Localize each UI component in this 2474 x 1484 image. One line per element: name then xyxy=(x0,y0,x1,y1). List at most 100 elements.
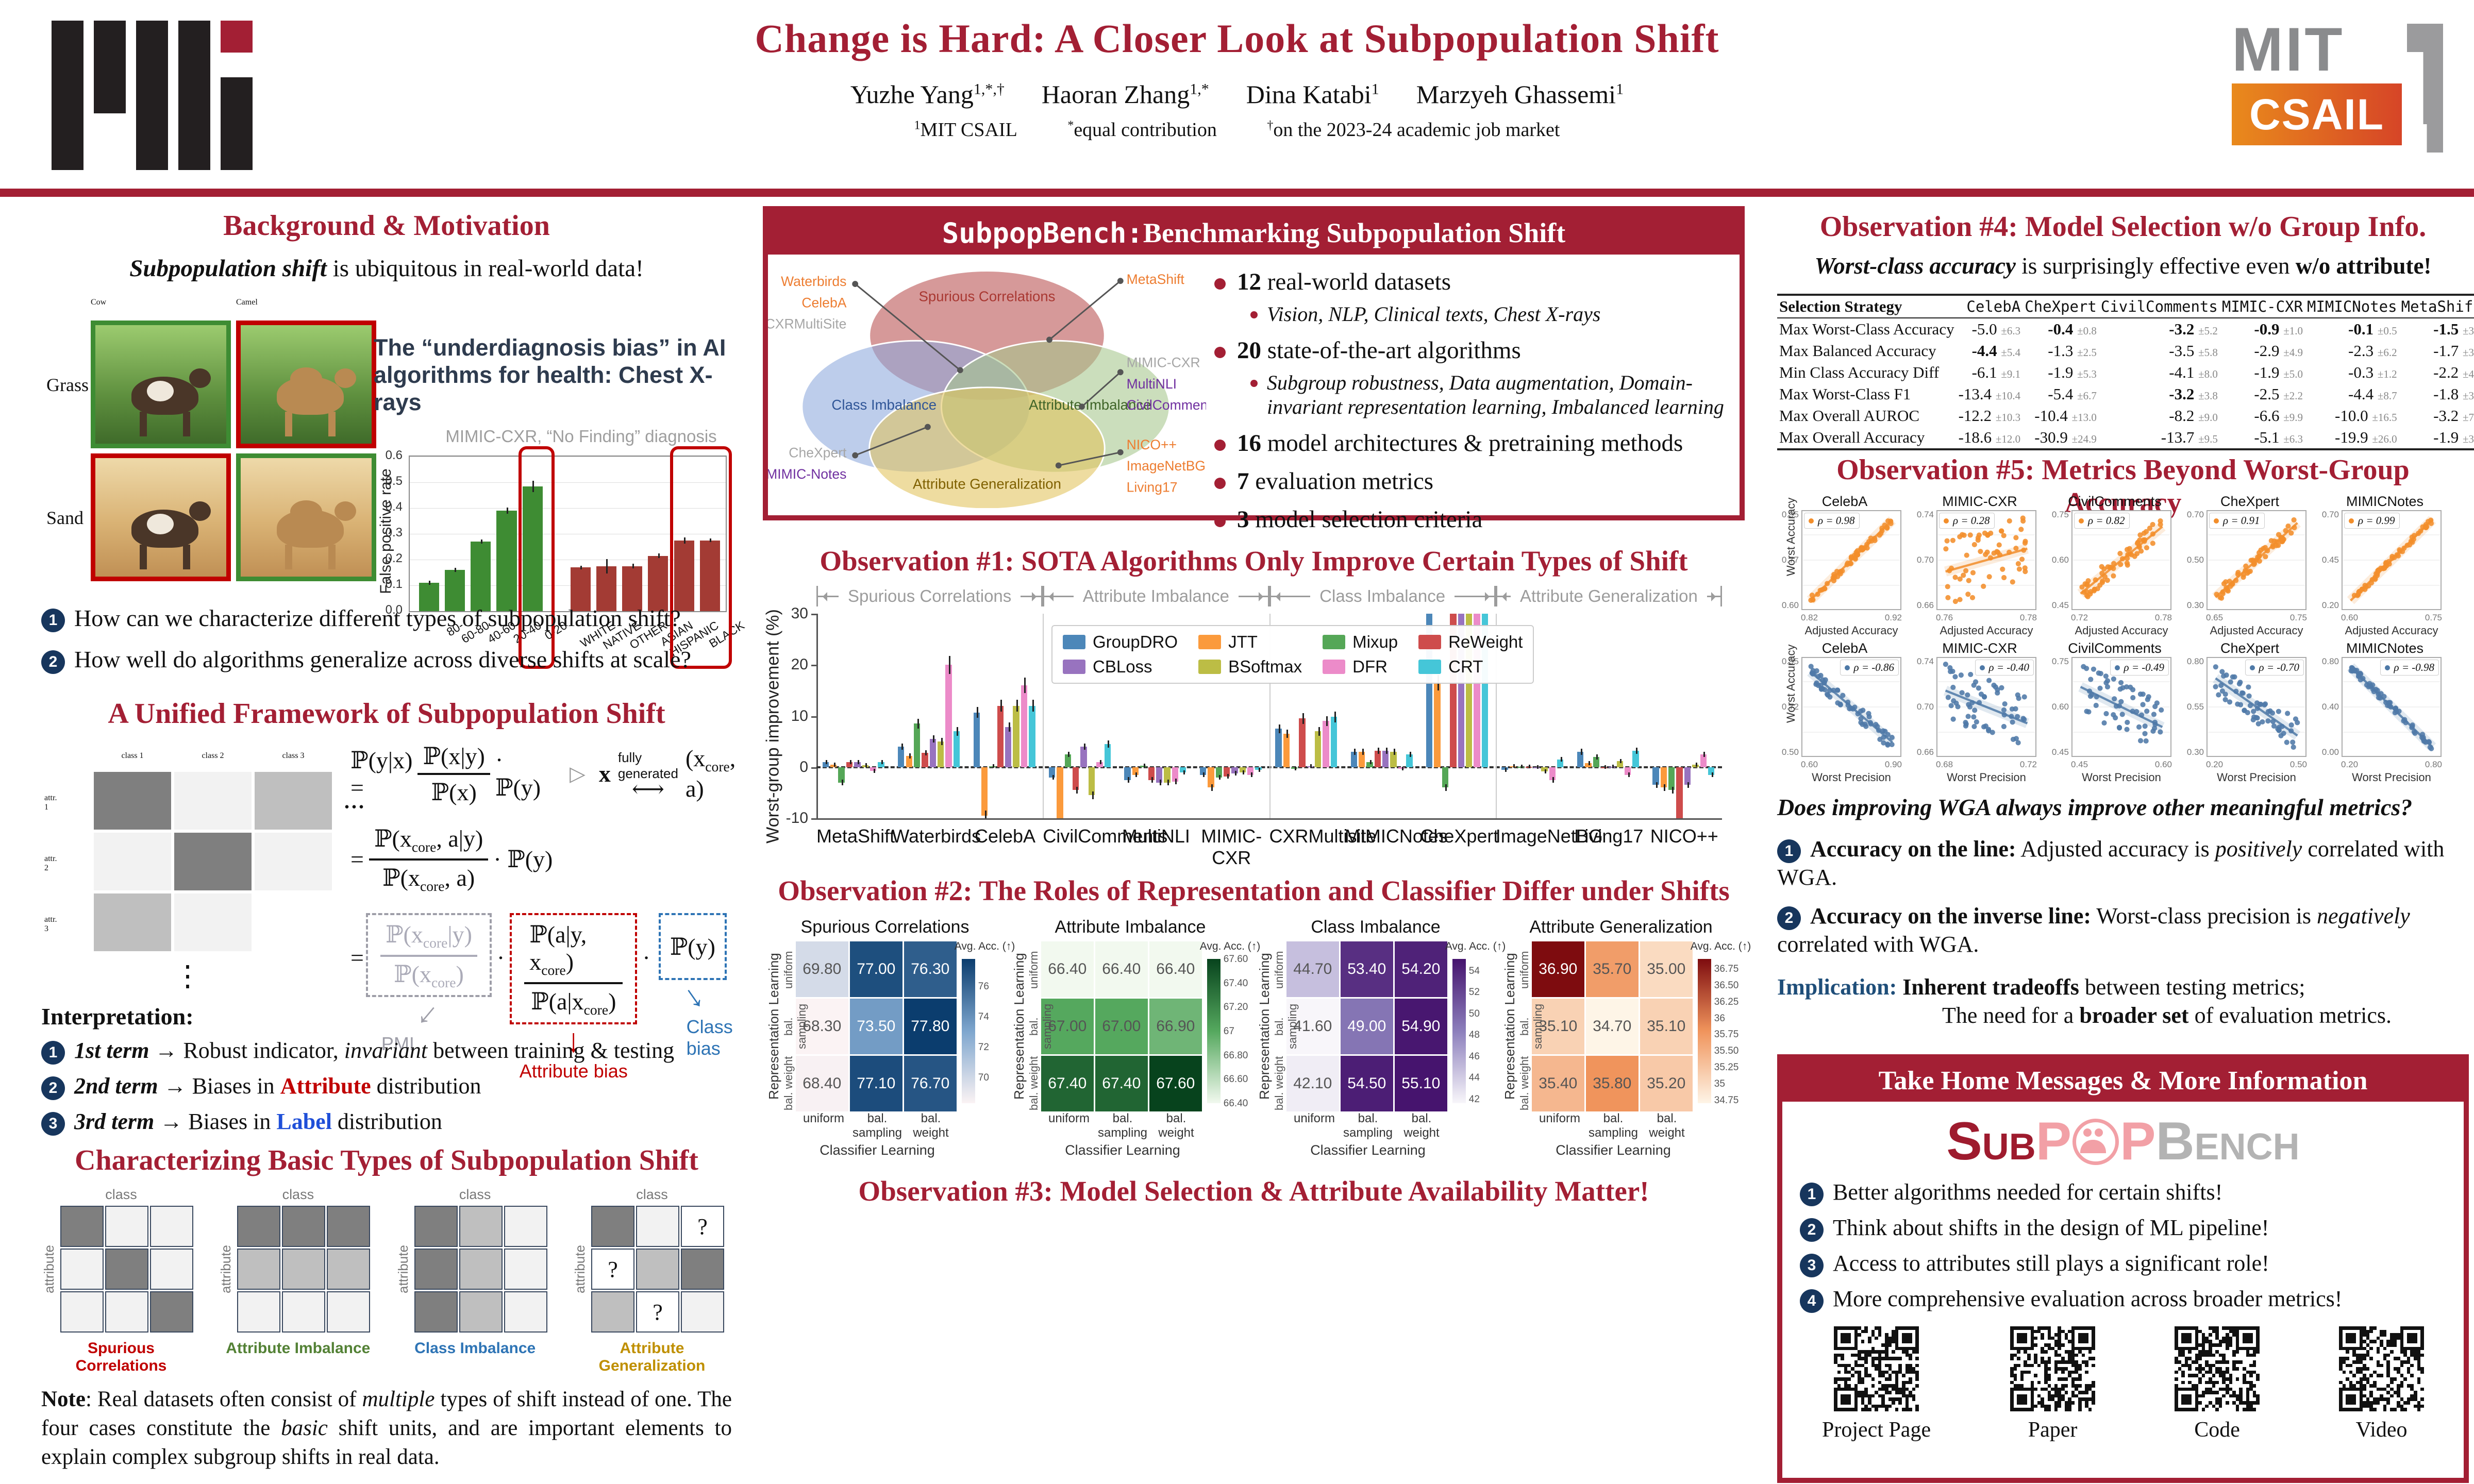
qr-module xyxy=(2020,1380,2024,1385)
qr-module xyxy=(2027,1333,2031,1337)
qr-module xyxy=(1834,1370,1837,1374)
scatter-el xyxy=(1862,721,1868,727)
qr-module xyxy=(2359,1377,2363,1381)
qr-module xyxy=(2222,1404,2226,1408)
qr-module xyxy=(2047,1391,2051,1394)
qr-module xyxy=(1884,1346,1888,1351)
qr-module xyxy=(1892,1343,1895,1347)
qr-module xyxy=(1861,1384,1865,1388)
obs1-bar xyxy=(1700,754,1707,767)
qr-module xyxy=(2192,1363,2195,1368)
qr-module xyxy=(1864,1408,1868,1411)
qr-module xyxy=(2342,1343,2346,1347)
qr-module xyxy=(1912,1333,1916,1337)
table-value: -13.4 ±10.4 xyxy=(1958,385,2021,403)
errbar xyxy=(1588,761,1590,765)
scatter-el xyxy=(2240,690,2246,696)
heatmap-y-tick: bal. sampling xyxy=(1027,1003,1054,1050)
qr-module xyxy=(2249,1333,2253,1337)
qr-module xyxy=(2064,1343,2068,1347)
qr-module xyxy=(1854,1346,1858,1351)
qr-module xyxy=(2020,1401,2024,1405)
qr-module xyxy=(1905,1401,1909,1405)
obs1-x-label: MetaShift xyxy=(816,825,895,847)
scatter-el xyxy=(2150,541,2155,546)
qr-module xyxy=(2068,1346,2071,1351)
qr-module xyxy=(2020,1370,2024,1374)
venn-label: CheXpert xyxy=(789,445,847,461)
qr-module xyxy=(2081,1391,2085,1394)
qr-module xyxy=(2071,1377,2075,1381)
highlight-box xyxy=(670,446,732,669)
qr-module xyxy=(2372,1367,2377,1371)
heatmap-x-tick: bal. weight xyxy=(1649,1111,1685,1140)
qr-module xyxy=(1844,1408,1848,1411)
qr-module xyxy=(2175,1350,2178,1354)
qr-module xyxy=(2256,1374,2260,1377)
qr-module xyxy=(2205,1370,2209,1374)
qr-module xyxy=(2406,1333,2411,1337)
qr-module xyxy=(2400,1397,2404,1402)
qr-module xyxy=(2201,1360,2205,1364)
qr-module xyxy=(1861,1329,1865,1334)
qr-module xyxy=(2386,1326,2390,1330)
qr-module xyxy=(1915,1346,1919,1351)
obs3-y-axis-label: Avg Acc. over All Datasets xyxy=(763,1446,783,1484)
qr-module xyxy=(2201,1340,2205,1343)
fpr-y-tick: 0.0 xyxy=(385,603,403,617)
qr-module xyxy=(1901,1394,1905,1398)
scatter-el xyxy=(1834,687,1841,693)
scatter-el xyxy=(2124,727,2130,732)
fpr-y-tick: 0.6 xyxy=(385,448,403,462)
csail-hook-shape xyxy=(2407,24,2443,153)
scatter-el xyxy=(1950,537,1956,543)
scatter-el xyxy=(2117,551,2123,556)
scatter-el xyxy=(2150,728,2156,734)
qr-module xyxy=(2218,1367,2222,1371)
fpr-errbar xyxy=(506,508,508,514)
qr-module xyxy=(2078,1391,2082,1394)
qr-module xyxy=(2397,1374,2400,1377)
qr-module xyxy=(2051,1377,2054,1381)
qr-module xyxy=(2013,1377,2017,1381)
scatter-el xyxy=(1868,721,1874,727)
qr-module xyxy=(2075,1346,2078,1351)
scatter-el xyxy=(1866,714,1872,720)
qr-module xyxy=(2369,1350,2373,1354)
qr-module xyxy=(1875,1408,1878,1411)
qr-module xyxy=(2181,1367,2185,1371)
qr-module xyxy=(2034,1346,2037,1351)
table-value: -5.4 ±6.7 xyxy=(2048,385,2097,403)
heatmap-panel: Attribute Imbalance Representation Learni… xyxy=(1011,917,1260,1158)
qr-module xyxy=(1837,1394,1841,1398)
scatter-el xyxy=(2103,673,2109,679)
qr-module xyxy=(2058,1357,2061,1360)
qr-module xyxy=(2064,1346,2068,1351)
qr-module xyxy=(2417,1397,2421,1402)
table-value: -3.5 ±5.8 xyxy=(2169,342,2218,360)
fpr-errbar xyxy=(580,565,582,569)
qr-module xyxy=(2372,1408,2377,1411)
qr-module xyxy=(2041,1391,2044,1394)
qr-module xyxy=(1898,1377,1902,1381)
scatter-el xyxy=(2010,579,2015,585)
qr-module xyxy=(2068,1340,2071,1343)
errbar xyxy=(1703,751,1706,757)
fpr-bar xyxy=(648,555,668,611)
errbar xyxy=(1636,748,1638,754)
qr-module xyxy=(2383,1363,2387,1368)
camel-hump xyxy=(290,500,322,523)
type-cell xyxy=(282,1206,326,1247)
qr-module xyxy=(1884,1350,1888,1354)
qr-module xyxy=(2352,1408,2356,1411)
qr-module xyxy=(1878,1336,1882,1340)
qr-module xyxy=(1898,1380,1902,1385)
qr-module xyxy=(2068,1343,2071,1347)
qr-module xyxy=(2092,1380,2095,1385)
qr-module xyxy=(2064,1404,2068,1408)
scatter-el xyxy=(1831,574,1837,579)
qr-module xyxy=(2017,1346,2020,1351)
qr-module xyxy=(2034,1360,2037,1364)
qr-module xyxy=(1898,1343,1902,1347)
qr-module xyxy=(2198,1367,2202,1371)
